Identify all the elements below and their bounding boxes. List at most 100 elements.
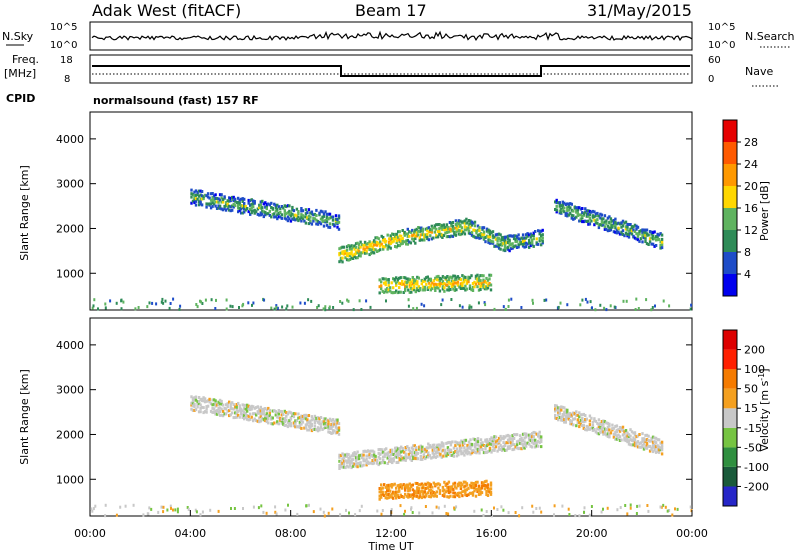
power-echo-cell [608, 220, 611, 224]
power-echo-cell [423, 238, 426, 242]
velocity-ground-scatter-cell [410, 507, 412, 511]
power-echo-cell [456, 227, 459, 231]
power-echo-cell [424, 235, 427, 239]
velocity-echo-cell [300, 422, 303, 426]
velocity-echo-cell [249, 405, 252, 409]
power-ground-scatter-cell [532, 301, 534, 305]
velocity-echo-cell [582, 424, 585, 428]
velocity-echo-cell [413, 494, 416, 498]
velocity-echo-cell [437, 443, 441, 447]
power-echo-cell [224, 208, 228, 212]
power-echo-cell [350, 244, 353, 248]
velocity-echo-cell [214, 412, 217, 416]
power-echo-cell [617, 230, 620, 234]
power-echo-cell [450, 224, 453, 228]
power-echo-cell [456, 283, 460, 287]
velocity-echo-cell [656, 438, 659, 442]
power-echo-cell [255, 210, 258, 214]
velocity-echo-cell [211, 406, 214, 410]
power-echo-cell [309, 211, 312, 215]
velocity-ground-scatter-cell [635, 512, 638, 515]
velocity-echo-cell [401, 458, 404, 462]
velocity-ground-scatter-cell [493, 506, 495, 510]
power-echo-cell [381, 289, 384, 293]
power-echo-cell [464, 284, 467, 288]
power-echo-cell [351, 254, 355, 258]
velocity-ground-scatter-cell [636, 504, 639, 508]
power-echo-cell [561, 200, 564, 204]
velocity-echo-cell [608, 422, 611, 426]
velocity-echo-cell [639, 441, 643, 445]
velocity-echo-cell [350, 458, 353, 462]
velocity-echo-cell [581, 420, 584, 424]
velocity-echo-cell [256, 405, 259, 409]
velocity-echo-cell [534, 438, 537, 442]
power-echo-cell [223, 207, 226, 211]
cpid-text: normalsound (fast) 157 RF [93, 94, 259, 107]
power-echo-cell [232, 199, 235, 203]
velocity-echo-cell [378, 497, 381, 501]
velocity-echo-cell [453, 481, 457, 485]
velocity-echo-cell [405, 485, 408, 489]
power-echo-cell [411, 234, 414, 238]
power-echo-cell [414, 228, 417, 232]
velocity-echo-cell [393, 491, 396, 495]
velocity-echo-cell [199, 397, 202, 401]
power-echo-cell [291, 205, 294, 209]
power-echo-cell [443, 286, 446, 290]
power-echo-cell [453, 274, 457, 278]
velocity-echo-cell [387, 496, 390, 500]
velocity-echo-cell [354, 459, 358, 463]
velocity-echo-cell [463, 449, 466, 453]
velocity-echo-cell [632, 443, 635, 447]
velocity-echo-cell [564, 420, 567, 424]
velocity-echo-cell [566, 410, 569, 414]
velocity-echo-cell [327, 419, 330, 423]
power-echo-cell [295, 207, 299, 211]
power-echo-cell [627, 223, 631, 226]
velocity-echo-cell [382, 450, 385, 454]
power-echo-cell [406, 232, 409, 236]
power-echo-cell [528, 245, 531, 249]
velocity-echo-cell [324, 417, 327, 421]
velocity-echo-cell [369, 461, 373, 465]
power-echo-cell [448, 227, 452, 231]
power-echo-cell [218, 193, 222, 197]
velocity-echo-cell [304, 413, 308, 417]
velocity-echo-cell [348, 462, 352, 466]
velocity-colorbar-color-step [723, 369, 737, 389]
power-echo-cell [196, 193, 199, 196]
velocity-ground-scatter-cell [169, 504, 172, 508]
power-echo-cell [426, 288, 429, 291]
velocity-colorbar-tick-label: 200 [744, 344, 765, 357]
velocity-ground-scatter-cell [583, 506, 586, 510]
power-echo-cell [515, 235, 519, 239]
velocity-echo-cell [348, 463, 352, 467]
velocity-echo-cell [425, 482, 428, 486]
power-echo-cell [250, 206, 253, 210]
velocity-echo-cell [479, 490, 482, 494]
velocity-echo-cell [403, 456, 406, 460]
power-echo-cell [262, 215, 265, 219]
velocity-echo-cell [407, 483, 410, 487]
power-echo-cell [426, 275, 429, 279]
power-echo-cell [407, 288, 410, 292]
power-ground-scatter-cell [584, 297, 587, 301]
velocity-colorbar-color-step [723, 466, 737, 487]
velocity-echo-cell [229, 407, 232, 411]
velocity-echo-cell [392, 453, 395, 456]
velocity-echo-cell [191, 401, 195, 405]
velocity-echo-cell [537, 444, 540, 448]
power-echo-cell [423, 233, 426, 237]
velocity-echo-cell [578, 415, 581, 419]
velocity-echo-cell [381, 486, 384, 490]
velocity-echo-cell [461, 451, 465, 455]
power-echo-cell [541, 241, 544, 245]
power-echo-cell [452, 282, 455, 286]
velocity-echo-cell [386, 489, 389, 493]
power-echo-cell [274, 209, 277, 213]
velocity-echo-cell [333, 420, 336, 424]
velocity-echo-cell [203, 410, 207, 414]
power-ground-scatter-cell [317, 304, 320, 308]
velocity-echo-cell [488, 490, 491, 494]
